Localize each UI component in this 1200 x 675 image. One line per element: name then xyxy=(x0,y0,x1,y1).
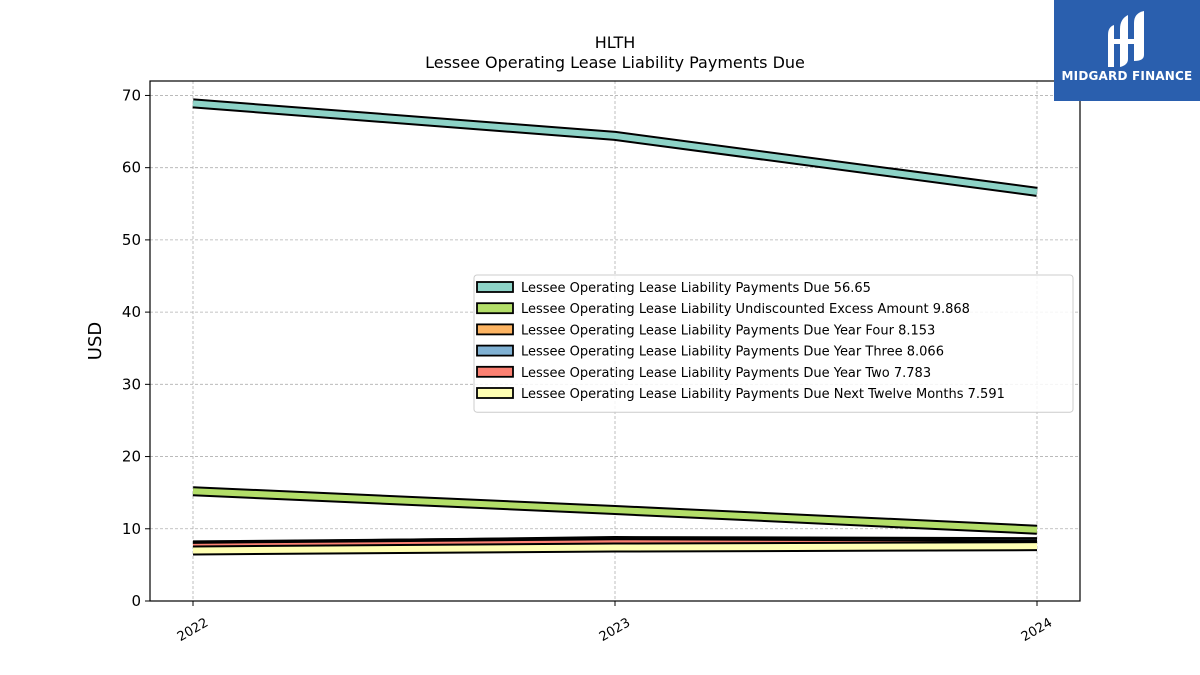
brand-logo: MIDGARD FINANCE xyxy=(1054,0,1200,101)
y-tick-label: 30 xyxy=(122,375,141,393)
x-tick-label: 2023 xyxy=(597,615,633,645)
legend-label: Lessee Operating Lease Liability Payment… xyxy=(521,387,1005,402)
legend-swatch xyxy=(476,302,514,315)
series-line xyxy=(192,98,1038,197)
legend-label: Lessee Operating Lease Liability Undisco… xyxy=(521,302,970,317)
legend-swatch xyxy=(476,365,514,378)
y-tick-label: 60 xyxy=(122,159,141,177)
legend-label: Lessee Operating Lease Liability Payment… xyxy=(521,281,871,296)
y-tick-label: 20 xyxy=(122,448,141,466)
legend: Lessee Operating Lease Liability Payment… xyxy=(473,274,1074,413)
legend-swatch xyxy=(476,281,514,293)
legend-item: Lessee Operating Lease Liability Payment… xyxy=(476,387,1005,402)
y-tick-label: 50 xyxy=(122,231,141,249)
legend-item: Lessee Operating Lease Liability Payment… xyxy=(476,323,935,338)
series-line xyxy=(192,486,1038,535)
axis-layer: 0 10 20 30 40 50 60 70 2022 2023 2024 xyxy=(122,80,1081,645)
legend-swatch xyxy=(476,387,514,399)
y-tick-label: 70 xyxy=(122,86,141,104)
y-tick-label: 40 xyxy=(122,303,141,321)
x-tick-label: 2024 xyxy=(1019,615,1055,645)
chart-title: HLTH xyxy=(595,33,636,52)
legend-item: Lessee Operating Lease Liability Undisco… xyxy=(476,302,970,317)
legend-swatch xyxy=(476,323,514,336)
series-fill xyxy=(192,488,1038,533)
x-tick-label: 2022 xyxy=(175,615,211,645)
legend-label: Lessee Operating Lease Liability Payment… xyxy=(521,345,944,360)
legend-item: Lessee Operating Lease Liability Payment… xyxy=(476,365,931,381)
legend-item: Lessee Operating Lease Liability Payment… xyxy=(476,281,871,296)
series-fill xyxy=(192,100,1038,195)
logo-text: MIDGARD FINANCE xyxy=(1061,69,1193,83)
legend-swatch xyxy=(476,344,514,357)
series-line xyxy=(192,541,1038,556)
y-tick-label: 10 xyxy=(122,520,141,538)
chart-subtitle: Lessee Operating Lease Liability Payment… xyxy=(425,53,805,72)
legend-item: Lessee Operating Lease Liability Payment… xyxy=(476,344,944,360)
legend-box xyxy=(473,274,1074,413)
legend-label: Lessee Operating Lease Liability Payment… xyxy=(521,323,935,338)
series-fill xyxy=(192,543,1038,554)
y-tick-label: 0 xyxy=(131,592,141,610)
y-axis-label: USD xyxy=(85,322,106,360)
series-layer xyxy=(192,98,1038,556)
legend-label: Lessee Operating Lease Liability Payment… xyxy=(521,366,931,381)
logo-mark-icon xyxy=(1108,11,1144,67)
